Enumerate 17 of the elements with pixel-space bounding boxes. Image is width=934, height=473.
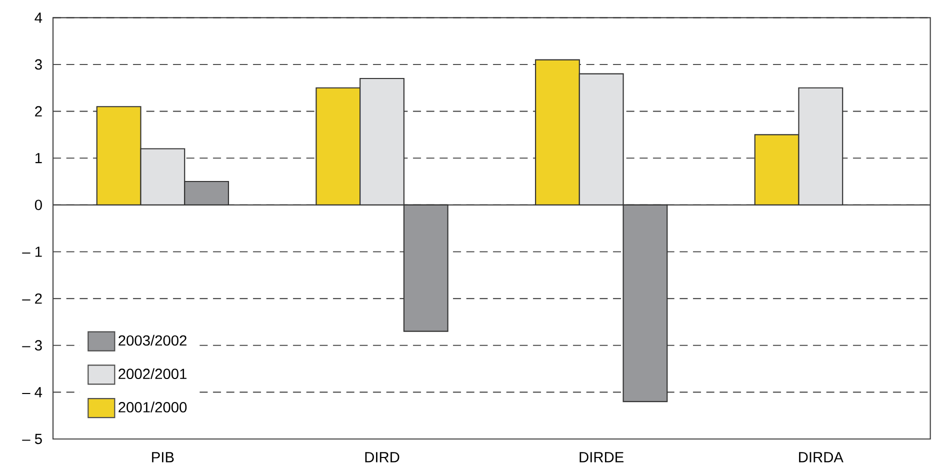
y-tick-label: 3 [34, 59, 42, 70]
y-tick-label: 2 [35, 106, 42, 116]
y-tick-label: 1 [35, 153, 42, 164]
y-tick-label: – 4 [22, 387, 42, 398]
y-tick-label: 4 [34, 12, 42, 23]
y-tick-label: 0 [34, 200, 42, 210]
legend-label: 2003/2002 [118, 334, 186, 346]
legend-label: 2002/2001 [118, 368, 186, 380]
x-tick-label: DIRDA [799, 452, 844, 462]
x-tick-label: DIRD [365, 452, 400, 462]
legend-label: 2001/2000 [118, 402, 187, 412]
y-tick-label: – 1 [22, 246, 42, 257]
y-tick-label: – 3 [22, 340, 42, 351]
x-tick-label: DIRDE [580, 452, 624, 462]
y-tick-label: – 2 [22, 293, 42, 304]
y-tick-label: – 5 [22, 434, 42, 444]
x-tick-label: PIB [152, 452, 174, 462]
